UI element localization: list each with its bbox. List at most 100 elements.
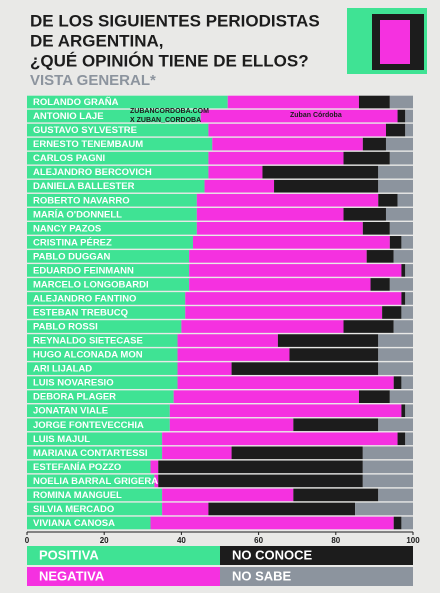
bar-segment (227, 95, 359, 109)
bar-segment (27, 109, 201, 123)
x-tick-label: 0 (25, 536, 30, 545)
bar-segment (366, 250, 394, 263)
category-label: GUSTAVO SYLVESTRE (33, 125, 137, 136)
bar-segment (231, 362, 379, 375)
bar-segment (27, 292, 186, 305)
bar-segment (405, 123, 413, 137)
bar-segment (401, 264, 406, 277)
category-label: VIVIANA CANOSA (33, 518, 115, 529)
bar-segment (405, 109, 413, 123)
bar-segment (162, 446, 232, 460)
legend-label: POSITIVA (39, 547, 99, 562)
bar-segment (405, 432, 413, 446)
legend-label: NO CONOCE (232, 547, 313, 562)
bar-segment (393, 376, 402, 389)
category-label: REYNALDO SIETECASE (33, 336, 143, 347)
category-label: ALEJANDRO BERCOVICH (33, 167, 152, 178)
category-label: JORGE FONTEVECCHIA (33, 420, 144, 431)
category-label: MARIANA CONTARTESSI (33, 448, 148, 459)
bar-segment (378, 193, 398, 207)
bar-segment (393, 516, 402, 530)
bar-segment (389, 95, 413, 109)
category-label: PABLO DUGGAN (33, 251, 111, 262)
bar-segment (385, 123, 406, 137)
bar-segment (397, 432, 406, 446)
bar-segment (27, 95, 228, 109)
bar-segment (405, 292, 413, 305)
bar-segment (27, 278, 190, 291)
title-line: ¿QUÉ OPINIÓN TIENE DE ELLOS? (30, 51, 309, 70)
watermark-logo: Zuban Córdoba (290, 112, 342, 119)
bar-segment (27, 376, 178, 389)
bar-segment (169, 404, 402, 418)
legend-swatch (27, 567, 220, 586)
bar-segment (343, 320, 394, 333)
x-tick-label: 40 (177, 536, 186, 545)
legend-label: NO SABE (232, 568, 292, 583)
bar-segment (177, 376, 394, 389)
bar-segment (27, 334, 178, 347)
bar-segment (389, 151, 413, 165)
legend-swatch (220, 546, 413, 565)
category-label: DEBORA PLAGER (33, 392, 116, 403)
bar-segment (154, 474, 159, 488)
category-label: ESTEFANÍA POZZO (33, 462, 121, 473)
bar-segment (27, 488, 163, 502)
category-label: MARÍA O'DONNELL (33, 209, 122, 220)
title-line: DE ARGENTINA, (30, 31, 164, 50)
bar-segment (204, 179, 275, 193)
category-label: ESTEBAN TREBUCQ (33, 308, 128, 319)
bar-segment (27, 207, 197, 221)
category-label: DANIELA BALLESTER (33, 181, 135, 192)
bar-segment (378, 334, 413, 347)
bar-segment (27, 221, 197, 235)
plot: ROLANDO GRAÑA ANTONIO LAJE GUSTAVO SYLVEST… (27, 95, 413, 530)
bar-segment (378, 179, 413, 193)
bar-segment (158, 460, 363, 474)
bar-segment (181, 320, 344, 333)
bar-segment (208, 502, 356, 516)
legend-label: NEGATIVA (39, 568, 105, 583)
bar-segment (208, 165, 263, 179)
bar-segment (401, 516, 413, 530)
category-label: ARI LIJALAD (33, 364, 92, 375)
category-label: NOELIA BARRAL GRIGERA (33, 476, 158, 487)
category-label: MARCELO LONGOBARDI (33, 279, 149, 290)
category-label: ERNESTO TENEMBAUM (33, 139, 143, 150)
bar-segment (401, 404, 406, 418)
bar-segment (355, 502, 413, 516)
bar-segment (196, 221, 363, 235)
bar-segment (158, 474, 363, 488)
thumbnail-inner2 (380, 20, 410, 64)
category-label: CARLOS PAGNI (33, 153, 105, 164)
bar-segment (27, 516, 151, 530)
bar-segment (27, 446, 163, 460)
bar-segment (27, 474, 155, 488)
bar-segment (27, 151, 209, 165)
bar-segment (401, 376, 413, 389)
bar-segment (208, 123, 386, 137)
bar-segment (27, 123, 209, 137)
category-label: ROMINA MANGUEL (33, 490, 122, 501)
bar-segment (185, 306, 383, 319)
category-label: PABLO ROSSI (33, 322, 98, 333)
bar-segment (378, 418, 413, 432)
bar-segment (401, 306, 413, 319)
bar-segment (27, 390, 174, 404)
watermark-handle: X ZUBAN_CORDOBA (130, 117, 201, 124)
category-label: HUGO ALCONADA MON (33, 350, 143, 361)
bar-segment (177, 334, 278, 347)
bar-segment (358, 95, 390, 109)
bar-segment (405, 264, 413, 277)
bar-segment (27, 165, 209, 179)
bar-segment (196, 193, 379, 207)
bar-segment (27, 193, 197, 207)
x-tick-label: 80 (331, 536, 340, 545)
category-label: EDUARDO FEINMANN (33, 265, 134, 276)
bar-segment (293, 418, 379, 432)
bar-segment (27, 362, 178, 375)
bar-segment (27, 502, 163, 516)
subtitle: VISTA GENERAL* (30, 72, 156, 89)
bar-segment (27, 137, 213, 151)
bar-segment (150, 516, 394, 530)
